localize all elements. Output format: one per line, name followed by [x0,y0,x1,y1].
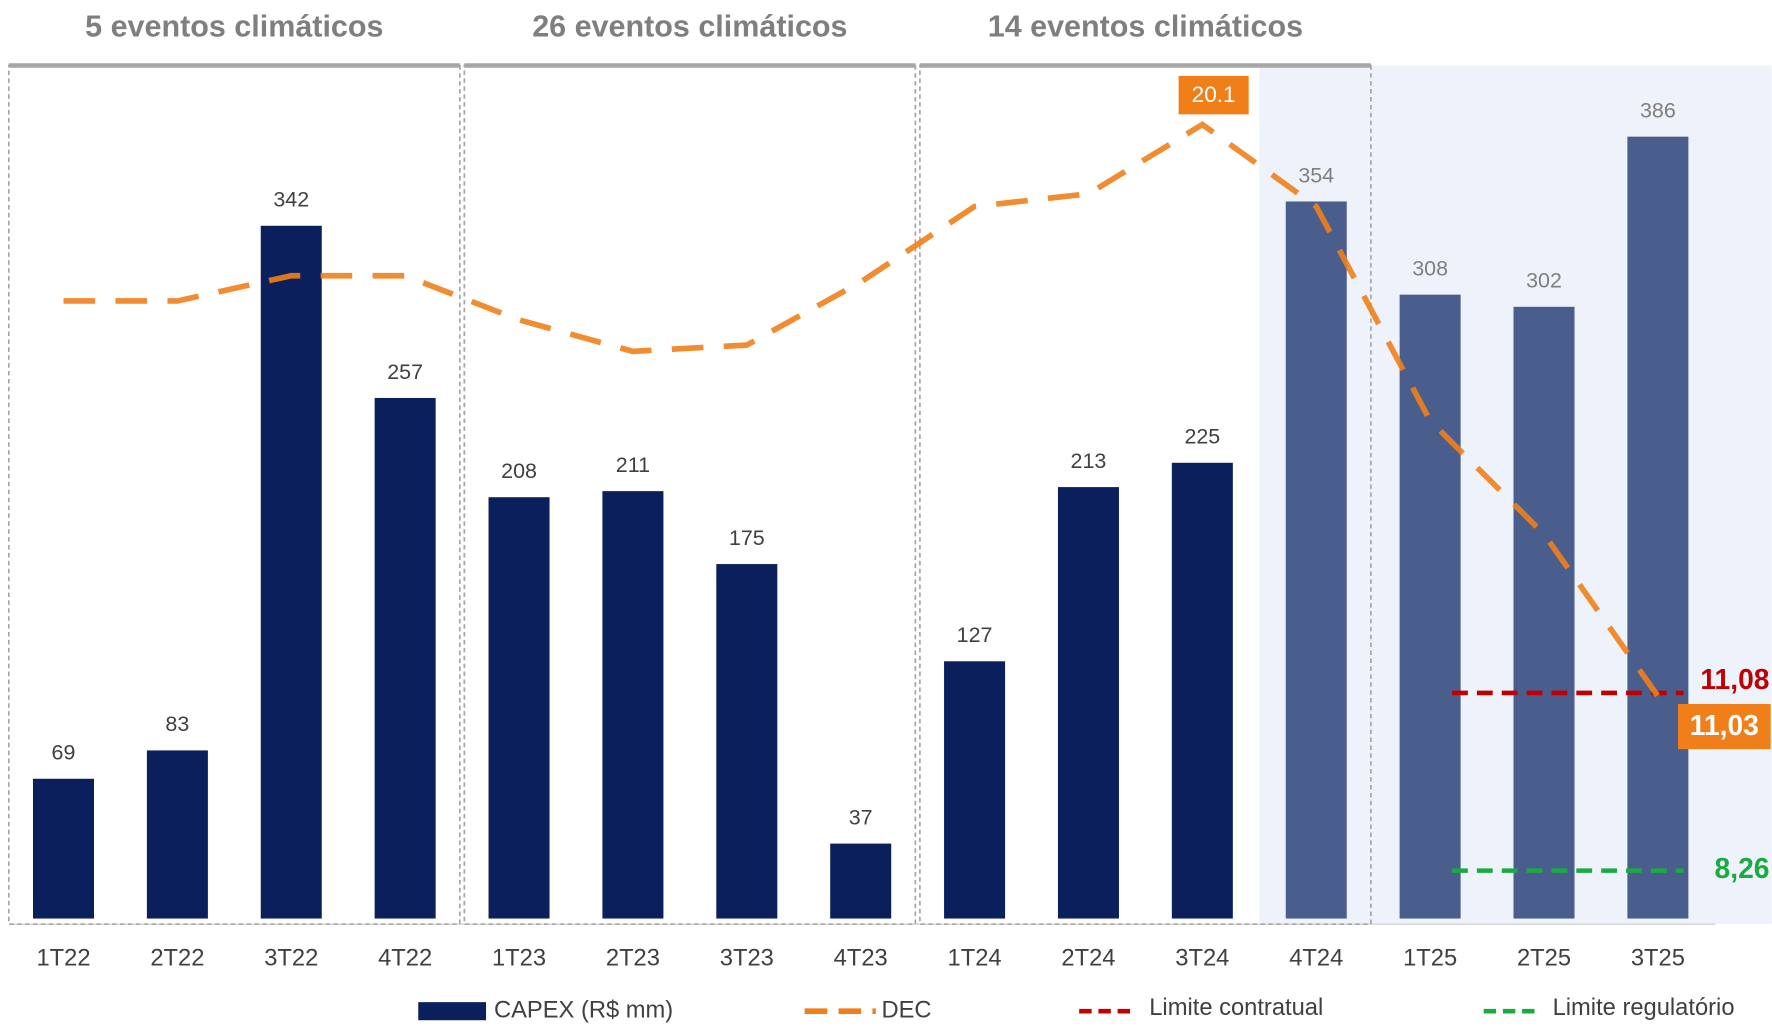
x-tick-label: 2T24 [1061,945,1115,971]
group-title: 14 eventos climáticos [988,9,1303,43]
bar-label: 83 [165,712,189,736]
limit-label: 8,26 [1715,852,1770,884]
bar-label: 354 [1298,163,1334,187]
bar [374,397,436,919]
x-tick-label: 3T25 [1631,945,1685,971]
x-tick-label: 4T23 [834,945,888,971]
x-tick-label: 2T22 [150,945,204,971]
bar [716,564,778,919]
x-tick-label: 1T23 [492,945,546,971]
legend-label: CAPEX (R$ mm) [494,997,673,1023]
x-tick-label: 1T25 [1403,945,1457,971]
bar [1399,294,1461,919]
bar-label: 208 [501,459,537,483]
bar-label: 308 [1412,256,1448,280]
bar-label: 213 [1071,449,1107,473]
bar [146,750,208,919]
bar [488,497,550,919]
legend-swatch [418,1002,487,1021]
bar [1513,306,1575,919]
bar-label: 175 [729,526,765,550]
bar-label: 302 [1526,269,1562,293]
bar [32,778,95,919]
bar-label: 127 [957,623,993,647]
x-tick-label: 2T25 [1517,945,1571,971]
x-tick-label: 3T22 [264,945,318,971]
bar-label: 386 [1640,98,1676,122]
dec-label: 11,03 [1690,709,1759,741]
x-tick-label: 1T22 [36,945,90,971]
bar-label: 342 [273,188,309,212]
bar-label: 69 [52,741,76,765]
limit-label: 11,08 [1700,663,1769,695]
x-tick-label: 3T23 [720,945,774,971]
bar-label: 225 [1184,425,1220,449]
x-tick-label: 4T24 [1289,945,1343,971]
x-tick-label: 4T22 [378,945,432,971]
group-title: 5 eventos climáticos [85,9,383,43]
dec-line [63,121,1661,698]
bar [1171,462,1233,919]
legend-label: DEC [881,997,931,1023]
bar-label: 37 [849,805,873,829]
bar [944,661,1006,919]
bar-label: 211 [616,453,650,477]
bar [260,225,322,919]
bar [1285,201,1347,919]
x-tick-label: 2T23 [606,945,660,971]
bar [830,843,892,919]
legend-label: Limite regulatório [1553,995,1735,1021]
bar [1627,136,1689,919]
bar [1057,487,1119,919]
dec-label-box [1677,703,1771,750]
dec-label: 20.1 [1192,82,1236,107]
bar [602,491,664,919]
x-tick-label: 3T24 [1175,945,1229,971]
legend-label: Limite contratual [1149,995,1323,1021]
dec-label-box [1178,75,1249,115]
x-tick-label: 1T24 [948,945,1002,971]
group-title: 26 eventos climáticos [532,9,847,43]
bar-label: 257 [387,360,423,384]
